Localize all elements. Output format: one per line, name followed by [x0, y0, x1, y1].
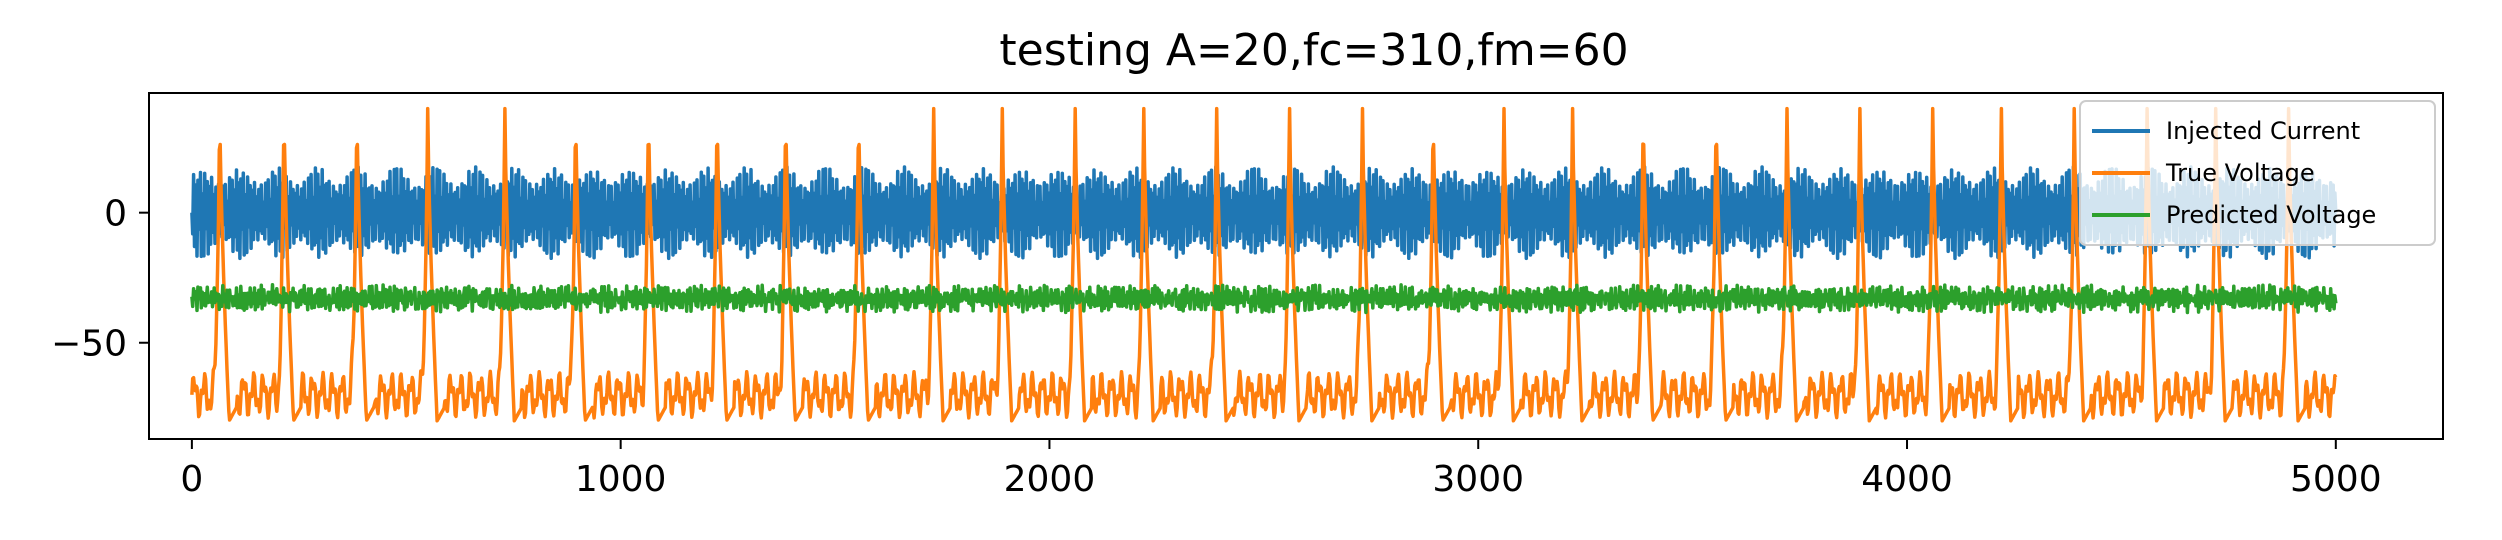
- legend-label: True Voltage: [2165, 159, 2315, 187]
- x-tick-label: 4000: [1861, 459, 1953, 500]
- series-line-predicted-voltage: [190, 282, 2338, 315]
- x-tick-label: 1000: [575, 459, 667, 500]
- x-tick-label: 5000: [2290, 459, 2382, 500]
- plot-frame: [148, 92, 2444, 440]
- y-tick-label: −50: [51, 324, 127, 365]
- x-tick-label: 2000: [1004, 459, 1096, 500]
- x-axis: 0 1000 2000 3000 4000 5000: [180, 439, 2382, 500]
- y-axis: 0 −50: [51, 194, 149, 365]
- legend-box: [2079, 100, 2436, 246]
- series-layer: [190, 106, 2338, 423]
- series-line-injected-current: [190, 165, 2338, 261]
- legend-label: Predicted Voltage: [2166, 201, 2376, 229]
- y-tick-label: 0: [104, 194, 127, 235]
- chart-title: testing A=20,fc=310,fm=60: [999, 25, 1628, 76]
- legend: Injected Current True Voltage Predicted Vo…: [2079, 100, 2436, 246]
- x-tick-label: 3000: [1432, 459, 1524, 500]
- series-line-true-voltage: [190, 106, 2338, 423]
- legend-label: Injected Current: [2166, 117, 2360, 145]
- x-tick-label: 0: [180, 459, 203, 500]
